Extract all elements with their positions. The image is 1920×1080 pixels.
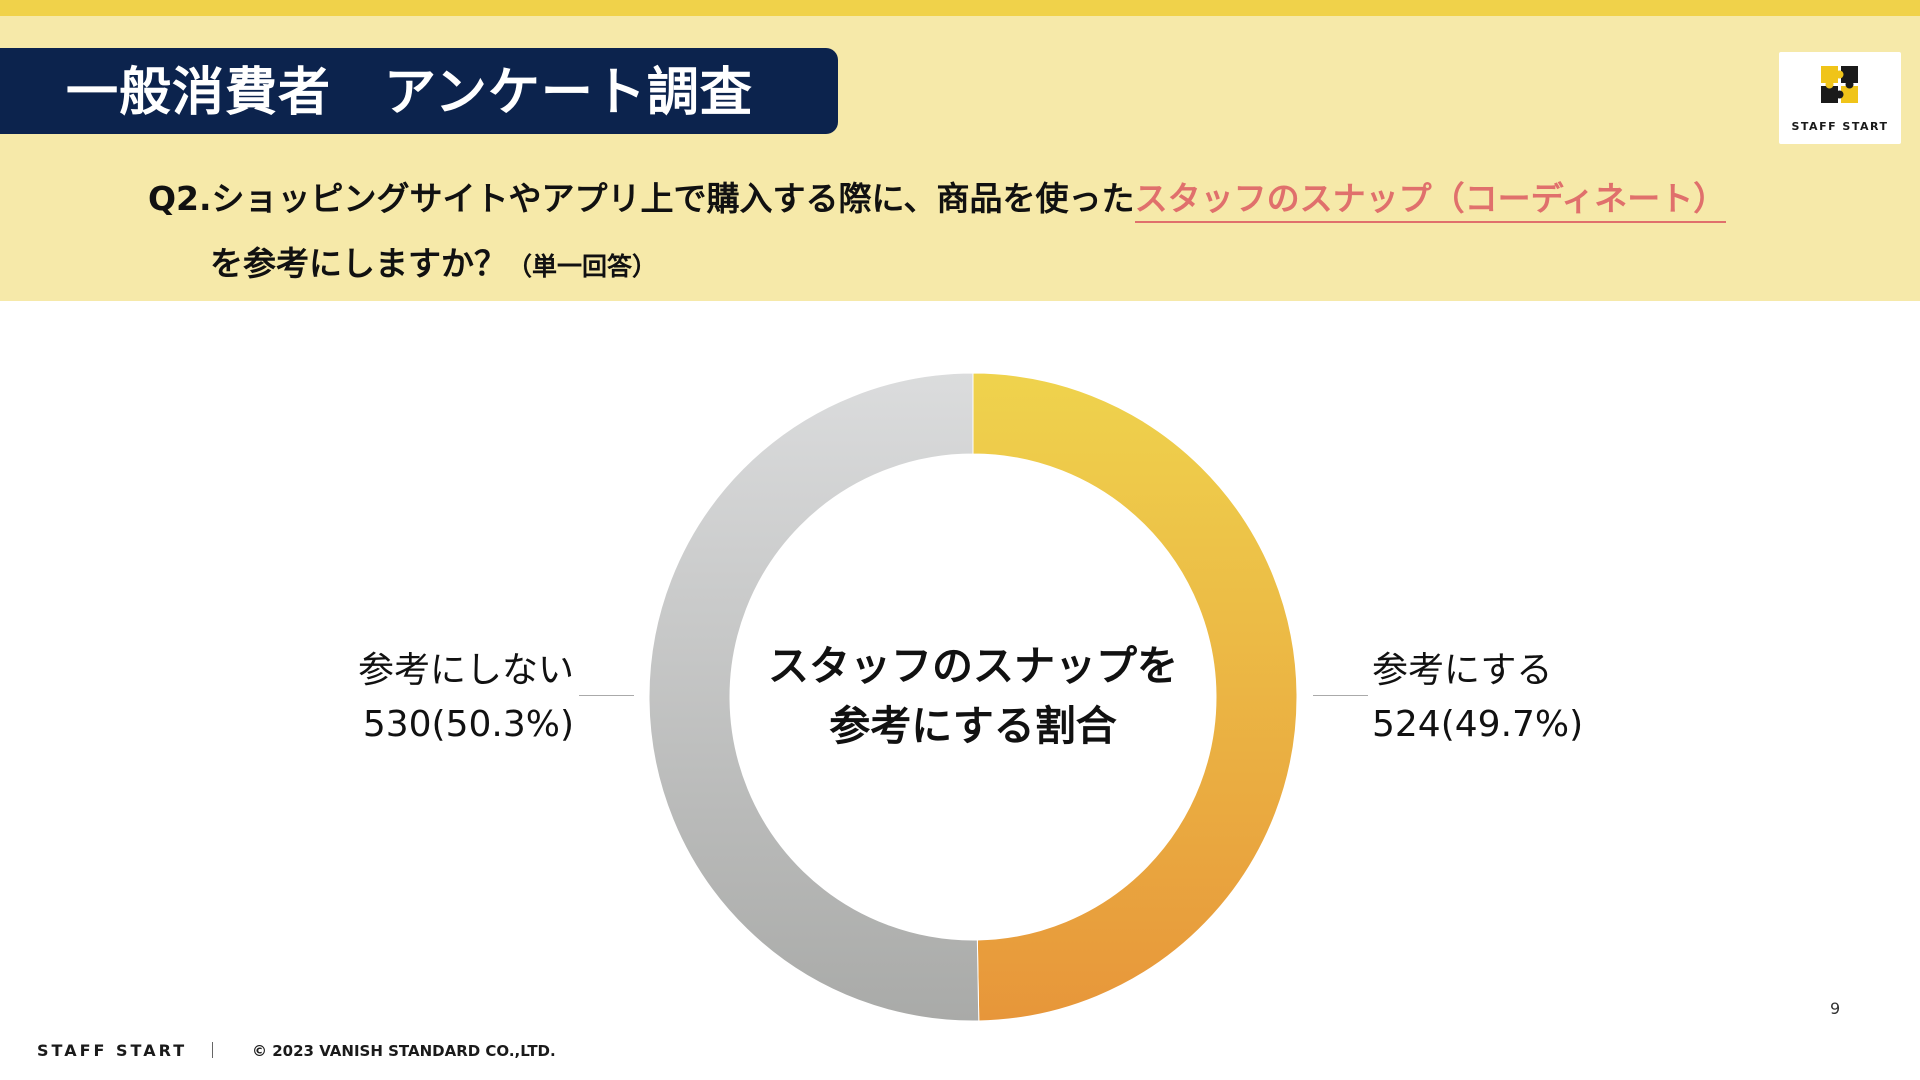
page-title: 一般消費者 アンケート調査 bbox=[66, 63, 753, 123]
slice-label-yes-value: 524(49.7%) bbox=[1372, 704, 1584, 745]
staff-start-logo-icon bbox=[1821, 66, 1858, 103]
logo-text: STAFF START bbox=[1791, 120, 1889, 133]
slice-label-no-value: 530(50.3%) bbox=[362, 704, 574, 745]
page-number: 9 bbox=[1830, 999, 1841, 1018]
donut-slice-no bbox=[648, 372, 980, 1022]
question-line-1: Q2.ショッピングサイトやアプリ上で購入する際に、商品を使ったスタッフのスナップ… bbox=[148, 174, 1727, 224]
footer-divider bbox=[212, 1042, 213, 1058]
question-text-2: を参考にしますか？ bbox=[210, 244, 507, 283]
slice-label-yes: 参考にする 524(49.7%) bbox=[1372, 644, 1692, 752]
top-accent-stripe bbox=[0, 0, 1920, 16]
title-banner bbox=[0, 48, 838, 134]
footer-brand: STAFF START bbox=[37, 1041, 188, 1060]
leader-line-no bbox=[579, 695, 634, 696]
question-text: Q2.ショッピングサイトやアプリ上で購入する際に、商品を使った bbox=[148, 179, 1135, 218]
center-label-line-2: 参考にする割合 bbox=[829, 702, 1117, 750]
slice-label-yes-name: 参考にする bbox=[1372, 650, 1553, 691]
question-line-2: を参考にしますか？（単一回答） bbox=[210, 240, 657, 288]
center-label-line-1: スタッフのスナップを bbox=[768, 642, 1178, 690]
donut-center-label: スタッフのスナップを 参考にする割合 bbox=[723, 636, 1223, 756]
leader-line-yes bbox=[1313, 695, 1368, 696]
slice-label-no: 参考にしない 530(50.3%) bbox=[256, 644, 574, 752]
slice-label-no-name: 参考にしない bbox=[357, 650, 574, 691]
question-highlight: スタッフのスナップ（コーディネート） bbox=[1134, 179, 1727, 223]
question-note: （単一回答） bbox=[507, 252, 658, 281]
donut-slice-yes bbox=[972, 372, 1298, 1022]
logo: STAFF START bbox=[1779, 52, 1901, 144]
footer-copyright: © 2023 VANISH STANDARD CO.,LTD. bbox=[252, 1042, 556, 1060]
